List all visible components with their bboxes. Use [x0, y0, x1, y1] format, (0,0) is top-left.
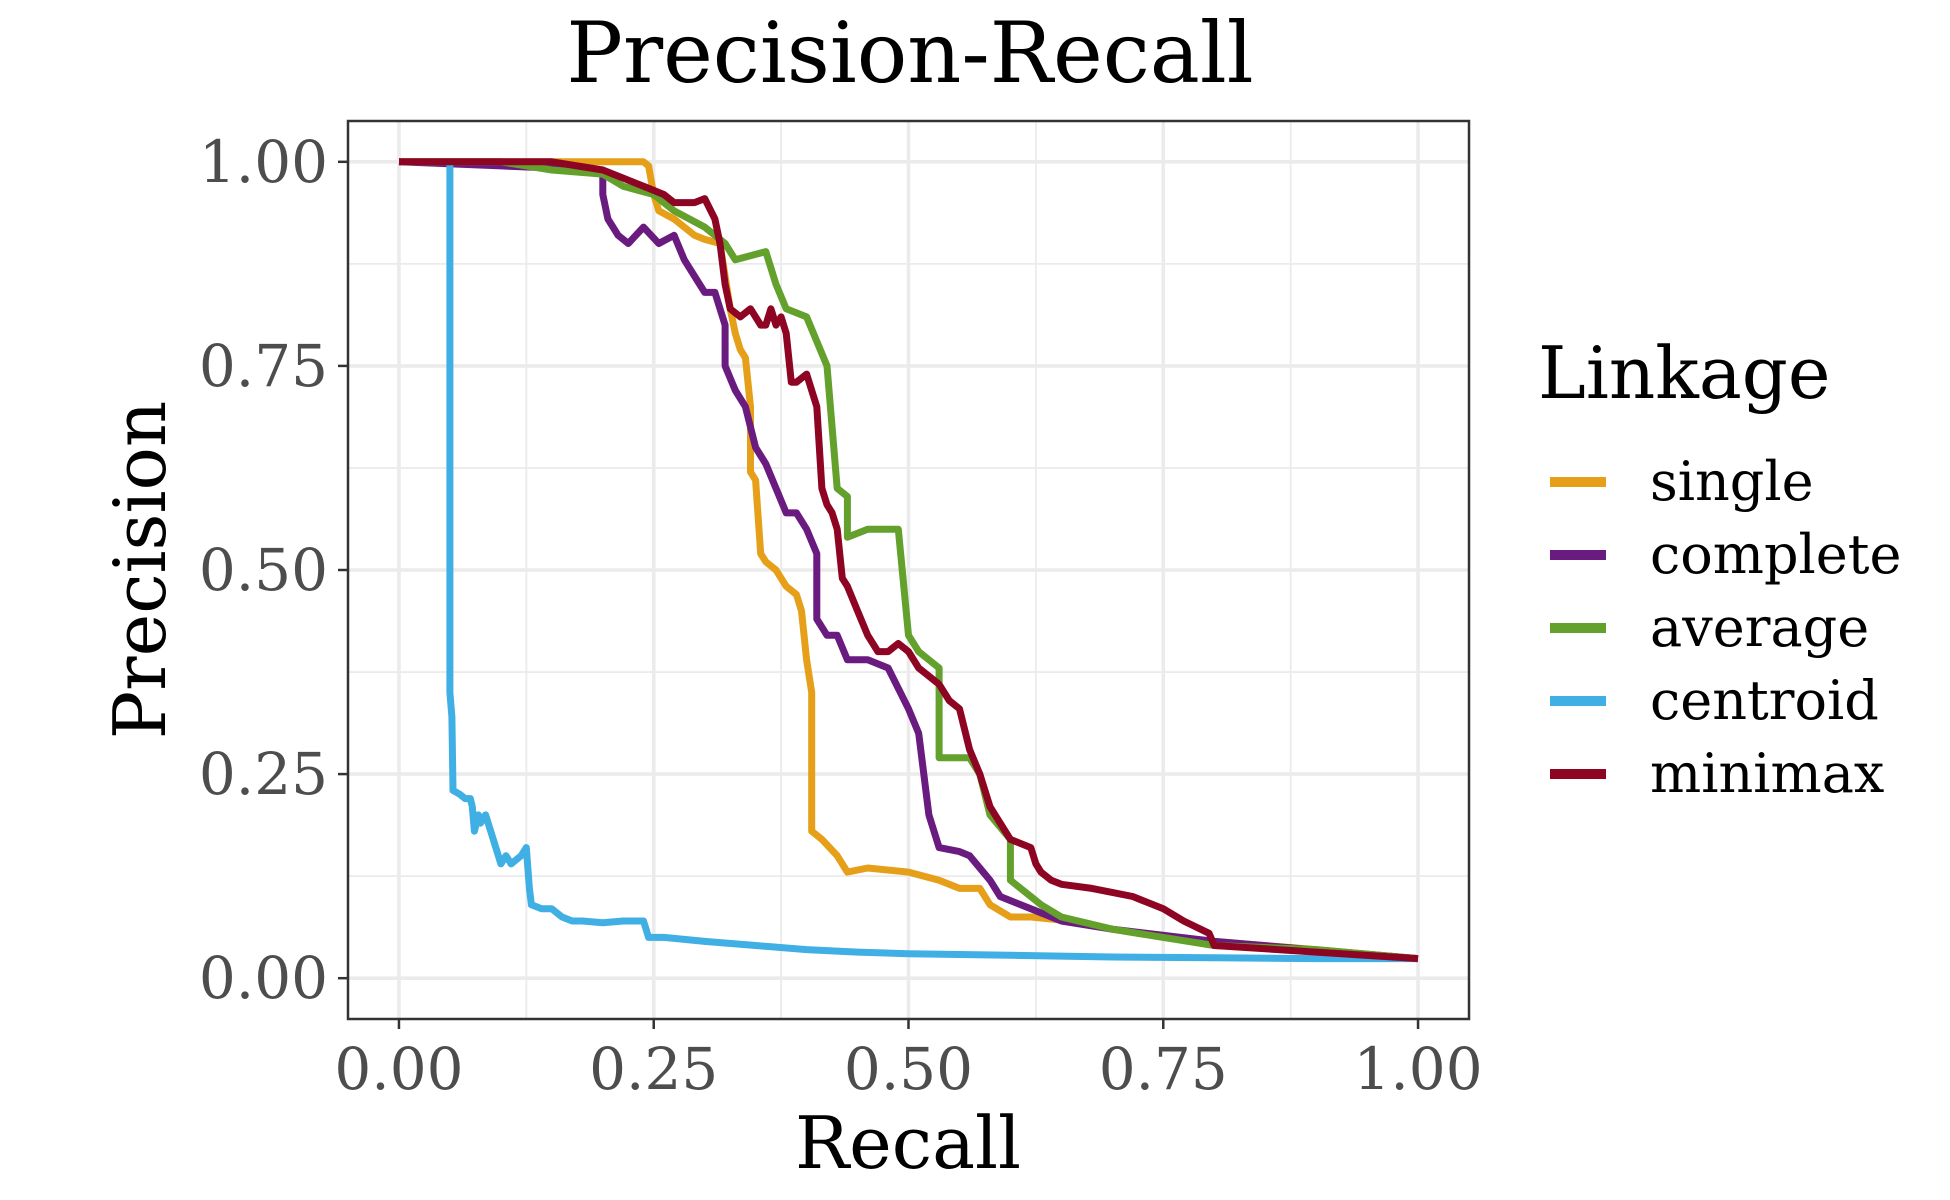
x-tick-label: 0.25	[589, 1035, 718, 1103]
y-tick-label: 0.75	[199, 332, 328, 400]
legend-label-average: average	[1650, 596, 1869, 659]
legend-label-centroid: centroid	[1650, 669, 1879, 732]
series-lines	[398, 158, 1419, 963]
y-axis-title: Precision	[98, 401, 182, 740]
grid-major-lines	[348, 121, 1469, 1019]
y-tick-label: 0.00	[199, 944, 328, 1012]
x-axis-ticks: 0.00 0.25 0.50 0.75 1.00	[334, 1019, 1483, 1103]
y-tick-label: 1.00	[199, 128, 328, 196]
legend: Linkage single complete average centroid min…	[1538, 331, 1901, 805]
x-tick-label: 0.50	[844, 1035, 973, 1103]
series-line-centroid	[446, 161, 1418, 963]
y-axis-ticks: 0.00 0.25 0.50 0.75 1.00	[199, 128, 348, 1012]
legend-label-complete: complete	[1650, 523, 1901, 586]
legend-label-minimax: minimax	[1650, 742, 1884, 805]
x-axis-title: Recall	[795, 1101, 1021, 1185]
series-line-single	[399, 158, 1419, 963]
x-tick-label: 0.75	[1099, 1035, 1228, 1103]
chart-title: Precision-Recall	[566, 4, 1253, 102]
series-line-average	[399, 158, 1419, 963]
legend-title: Linkage	[1538, 331, 1830, 415]
legend-label-single: single	[1650, 450, 1814, 513]
y-tick-label: 0.50	[199, 536, 328, 604]
y-tick-label: 0.25	[199, 740, 328, 808]
x-tick-label: 0.00	[334, 1035, 463, 1103]
series-line-minimax	[399, 158, 1419, 963]
series-line-complete	[398, 158, 1419, 963]
x-tick-label: 1.00	[1353, 1035, 1482, 1103]
